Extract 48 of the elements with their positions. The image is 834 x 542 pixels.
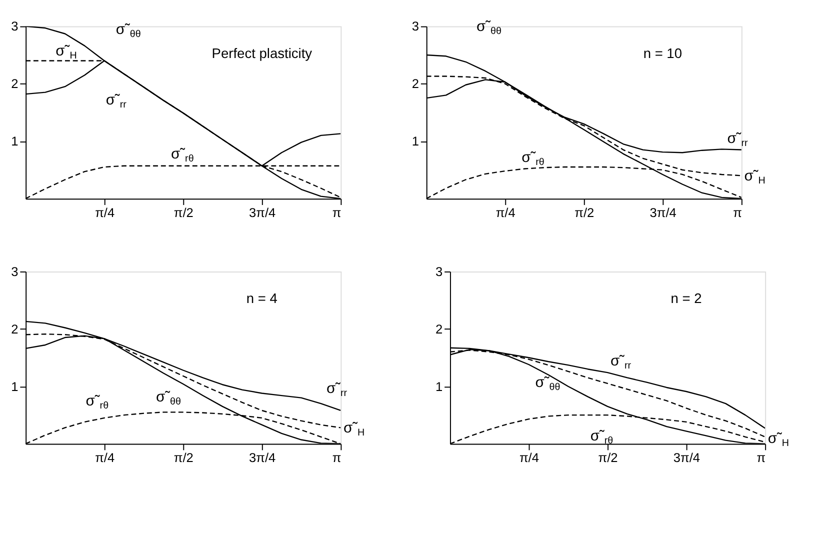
series-label: σ̃H <box>56 43 77 62</box>
y-tick-label: 3 <box>11 264 18 279</box>
series-label: σ̃rθ <box>171 146 194 165</box>
x-tick-label: π/2 <box>598 450 618 465</box>
x-tick-label: π <box>733 204 742 220</box>
y-tick-label: 2 <box>11 76 18 92</box>
y-tick-label: 2 <box>435 321 443 336</box>
series-label: σ̃rθ <box>86 394 109 412</box>
annotation: n = 4 <box>246 290 278 306</box>
series-label: σ̃θθ <box>156 390 181 408</box>
x-tick-label: π <box>332 204 342 220</box>
x-tick-label: π/4 <box>95 204 115 220</box>
y-tick-label: 3 <box>412 18 419 34</box>
y-tick-label: 2 <box>11 321 18 336</box>
x-tick-label: 3π/4 <box>249 450 276 465</box>
y-tick-label: 2 <box>412 76 419 92</box>
x-tick-label: 3π/4 <box>249 204 276 220</box>
x-tick-label: π <box>756 450 766 465</box>
annotation: n = 2 <box>670 290 702 306</box>
series-label: σ̃θθ <box>476 19 502 38</box>
series-label: σ̃θθ <box>116 22 141 40</box>
y-tick-label: 1 <box>11 378 18 394</box>
annotation: Perfect plasticity <box>212 46 312 61</box>
series-label: σ̃rr <box>106 92 128 111</box>
series-label: σ̃H <box>768 430 790 449</box>
x-tick-label: π/2 <box>174 450 194 465</box>
y-tick-label: 3 <box>11 18 18 34</box>
series-label: σ̃rθ <box>522 150 544 168</box>
x-tick-label: π/2 <box>174 204 194 220</box>
x-tick-label: π/4 <box>519 450 539 465</box>
series-label: σ̃rθ <box>590 428 614 447</box>
series-label: σ̃H <box>744 168 766 186</box>
y-tick-label: 1 <box>11 134 18 149</box>
x-tick-label: π/2 <box>574 204 594 220</box>
annotation: n = 10 <box>643 46 682 61</box>
series-label: σ̃H <box>343 420 365 439</box>
x-tick-label: 3π/4 <box>673 450 700 465</box>
series-label: σ̃rr <box>326 380 348 399</box>
x-tick-label: 3π/4 <box>650 204 676 220</box>
series-label: σ̃θθ <box>535 375 560 394</box>
y-tick-label: 3 <box>435 264 443 279</box>
x-tick-label: π/4 <box>95 450 115 465</box>
x-tick-label: π <box>332 450 342 465</box>
y-tick-label: 1 <box>412 134 419 149</box>
x-tick-label: π/4 <box>496 204 516 220</box>
series-label: σ̃rr <box>727 131 749 150</box>
series-label: σ̃rr <box>610 353 632 372</box>
y-tick-label: 1 <box>435 378 443 394</box>
